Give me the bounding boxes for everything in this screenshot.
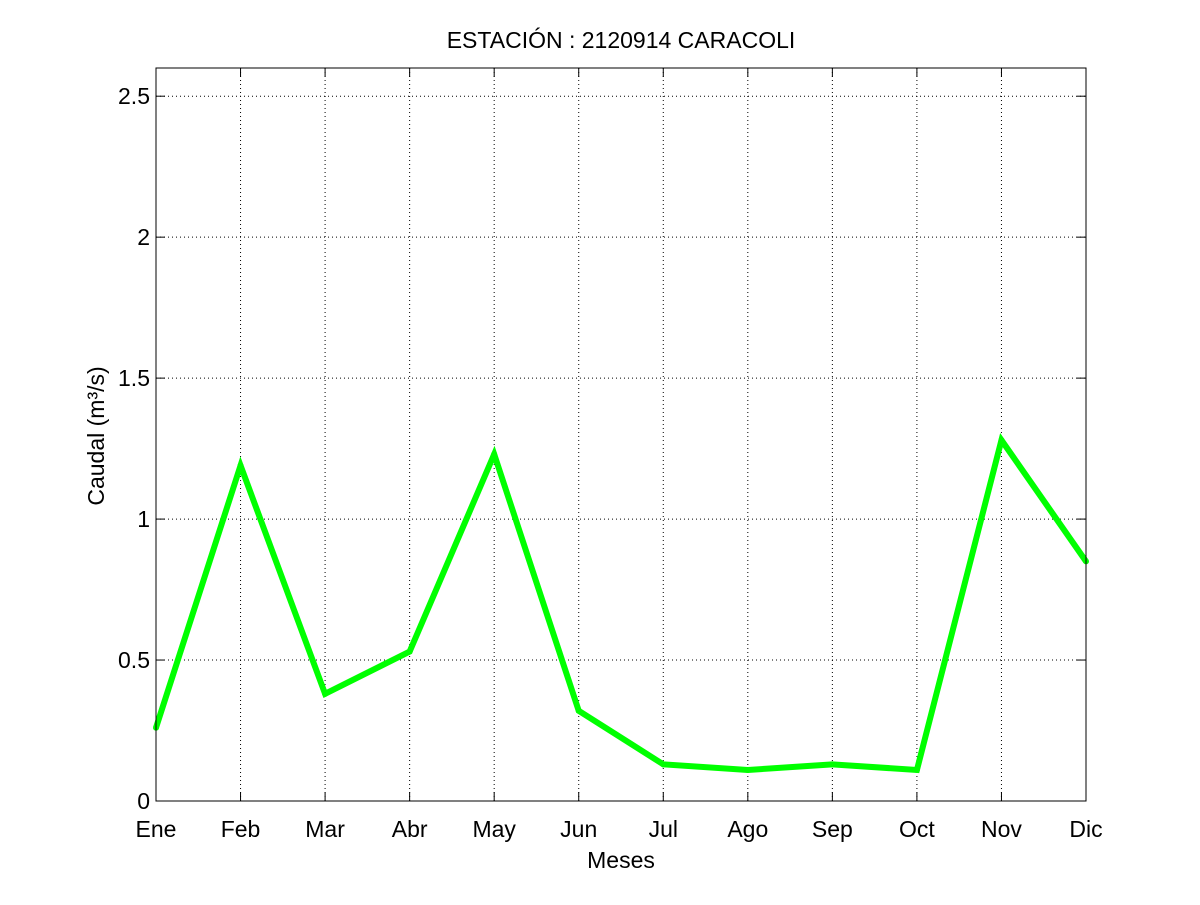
data-point (913, 766, 920, 773)
y-axis-label: Caudal (m³/s) (83, 366, 109, 505)
data-point (322, 690, 329, 697)
data-point (829, 761, 836, 768)
x-tick-label: Ene (136, 816, 177, 842)
y-tick-labels: 0 0.5 1 1.5 2 2.5 (118, 83, 150, 814)
grid-lines (156, 68, 1086, 801)
y-tick-label: 1.5 (118, 365, 150, 391)
x-tick-label: Sep (812, 816, 853, 842)
x-tick-label: Jun (560, 816, 597, 842)
x-tick-label: May (472, 816, 516, 842)
data-point (237, 462, 244, 469)
data-point (744, 766, 751, 773)
chart-title: ESTACIÓN : 2120914 CARACOLI (447, 27, 796, 53)
plot-area-background (156, 68, 1086, 801)
series-line (153, 433, 1089, 774)
x-tick-label: Feb (221, 816, 261, 842)
y-tick-label: 1 (137, 506, 150, 532)
x-tick-labels: Ene Feb Mar Abr May Jun Jul Ago Sep Oct Nov Dic (136, 816, 1103, 842)
x-tick-label: Oct (899, 816, 935, 842)
y-tick-label: 2.5 (118, 83, 150, 109)
x-tick-label: Abr (392, 816, 428, 842)
y-tick-label: 2 (137, 224, 150, 250)
plot-frame (155, 67, 1087, 802)
x-tick-label: Dic (1069, 816, 1102, 842)
y-tick-label: 0 (137, 788, 150, 814)
x-tick-label: Nov (981, 816, 1022, 842)
x-tick-label: Mar (305, 816, 345, 842)
x-tick-label: Ago (727, 816, 768, 842)
data-point (660, 761, 667, 768)
x-tick-label: Jul (649, 816, 678, 842)
data-point (998, 437, 1005, 444)
data-point (406, 648, 413, 655)
x-axis-label: Meses (587, 847, 655, 873)
data-point (575, 707, 582, 714)
y-tick-label: 0.5 (118, 647, 150, 673)
data-point (491, 451, 498, 458)
